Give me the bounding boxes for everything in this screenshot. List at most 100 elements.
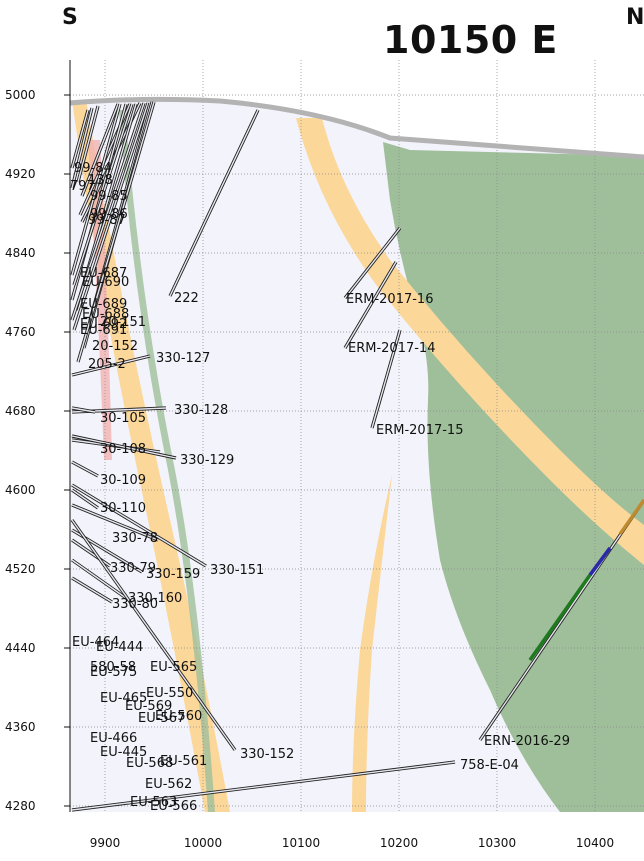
drill-hole-label: EU-561 (160, 754, 207, 769)
drill-hole-label: EU-575 (90, 665, 137, 680)
drill-hole-label: EU-465 (100, 691, 147, 706)
drill-hole-core (371, 329, 401, 429)
orange-vein-band (296, 118, 644, 565)
drill-hole-label: 138 (88, 173, 113, 188)
drill-hole-label: EU-444 (96, 640, 143, 655)
drill-hole-label: 30-109 (100, 473, 146, 488)
drill-hole-label: EU-560 (155, 709, 202, 724)
drill-hole-label: 330-80 (112, 597, 158, 612)
drill-hole-core (71, 489, 99, 509)
drill-hole-label: 20-151 (100, 315, 146, 330)
y-tick-label: 4920 (5, 167, 36, 181)
y-tick-label: 4840 (5, 246, 36, 260)
drill-hole-core (71, 761, 456, 811)
drill-hole-label: EU-464 (72, 635, 119, 650)
drill-hole-label: 758-E-04 (460, 758, 519, 773)
drill-hole-label: EU-569 (125, 699, 172, 714)
topography-line (69, 96, 644, 160)
drill-hole-core (71, 109, 89, 169)
drill-hole-core (73, 103, 133, 286)
drill-hole-label: 330-79 (110, 561, 156, 576)
drill-hole-label: ERN-2016-29 (484, 734, 570, 749)
drill-hole-core (71, 539, 111, 567)
drill-hole-label: 580-58 (90, 660, 136, 675)
drill-hole-label: EU-692 (80, 317, 127, 332)
drill-hole-label: EU-550 (146, 686, 193, 701)
drill-hole-label: ERM-2017-15 (376, 423, 463, 438)
drill-hole-core (71, 435, 177, 459)
y-tick-label: 4280 (5, 799, 36, 813)
drill-hole-label: EU-690 (82, 275, 129, 290)
drill-hole-core (344, 227, 401, 299)
drill-hole-label: 99-85 (90, 189, 128, 204)
drill-hole-label: 330-78 (112, 531, 158, 546)
y-axis: 5000 4920 4840 4760 4680 4600 4520 4440 4360 4280 (5, 88, 70, 813)
x-tick-label: 9900 (90, 836, 121, 850)
orange-vein-thin (352, 475, 392, 812)
drill-hole-label: EU-445 (100, 745, 147, 760)
drill-hole-core (81, 103, 119, 197)
north-direction-label: N (626, 5, 644, 30)
drill-hole-label: EU-568 (126, 756, 173, 771)
drill-hole-core (344, 261, 397, 349)
green-lithology-unit (383, 142, 644, 812)
drill-hole-core (71, 102, 145, 321)
drill-hole-label: 330-128 (174, 403, 228, 418)
x-tick-label: 10100 (282, 836, 320, 850)
drill-hole-label: 30-105 (100, 411, 146, 426)
drill-hole-core (479, 499, 644, 741)
section-title: 10150 E (383, 18, 558, 62)
orange-vein-left (72, 100, 230, 812)
assay-interval (618, 499, 644, 535)
drill-hole-label: EU-689 (80, 297, 127, 312)
drill-hole-label: EU-567 (138, 711, 185, 726)
drill-hole-core (71, 355, 151, 376)
drill-hole-core (71, 461, 99, 477)
drill-hole-label: 30-108 (100, 442, 146, 457)
x-tick-label: 10200 (380, 836, 418, 850)
drill-hole-label: 30-110 (100, 501, 146, 516)
drill-hole-core (71, 504, 159, 541)
drill-hole-label: 797 (70, 179, 95, 194)
y-tick-label: 4360 (5, 720, 36, 734)
drill-hole-core (77, 105, 99, 183)
drill-hole-label: ERM-2017-14 (348, 341, 435, 356)
drill-hole-label: 99-87 (88, 213, 126, 228)
drill-hole-label: EU-566 (150, 799, 197, 814)
drill-hole-label: 330-160 (128, 591, 182, 606)
drill-hole-label: EU-691 (80, 323, 127, 338)
south-direction-label: S (62, 5, 78, 30)
drill-hole-label: 205-2 (88, 357, 126, 372)
drill-hole-label: 222 (174, 291, 199, 306)
drill-hole-label: 330-129 (180, 453, 234, 468)
x-axis: 9900 10000 10100 10200 10300 10400 (90, 836, 614, 850)
drill-hole-label: 330-127 (156, 351, 210, 366)
assay-interval (528, 573, 592, 662)
drill-hole-core (77, 101, 155, 363)
green-vein-left (119, 110, 215, 812)
assay-interval (588, 546, 612, 577)
drill-hole-core (71, 519, 236, 751)
y-tick-label: 4760 (5, 325, 36, 339)
drill-hole-label: ERM-2017-16 (346, 292, 433, 307)
drill-hole-label: EU-563 (130, 795, 177, 810)
drill-hole-core (71, 559, 127, 599)
x-tick-label: 10300 (478, 836, 516, 850)
drill-hole-label: EU-565 (150, 660, 197, 675)
y-tick-label: 5000 (5, 88, 36, 102)
y-tick-label: 4680 (5, 404, 36, 418)
drill-hole-label: 330-152 (240, 747, 294, 762)
y-tick-label: 4440 (5, 641, 36, 655)
x-tick-label: 10400 (576, 836, 614, 850)
drill-hole-label: 20-152 (92, 339, 138, 354)
drill-hole-core (71, 407, 96, 413)
drill-hole-label: 99-84 (74, 161, 112, 176)
drill-hole-core (73, 102, 149, 331)
drill-hole-label: EU-687 (80, 266, 127, 281)
y-tick-label: 4520 (5, 562, 36, 576)
drill-hole-label: 99-86 (90, 207, 128, 222)
drill-hole-core (71, 107, 93, 189)
drill-hole-core (71, 484, 207, 567)
